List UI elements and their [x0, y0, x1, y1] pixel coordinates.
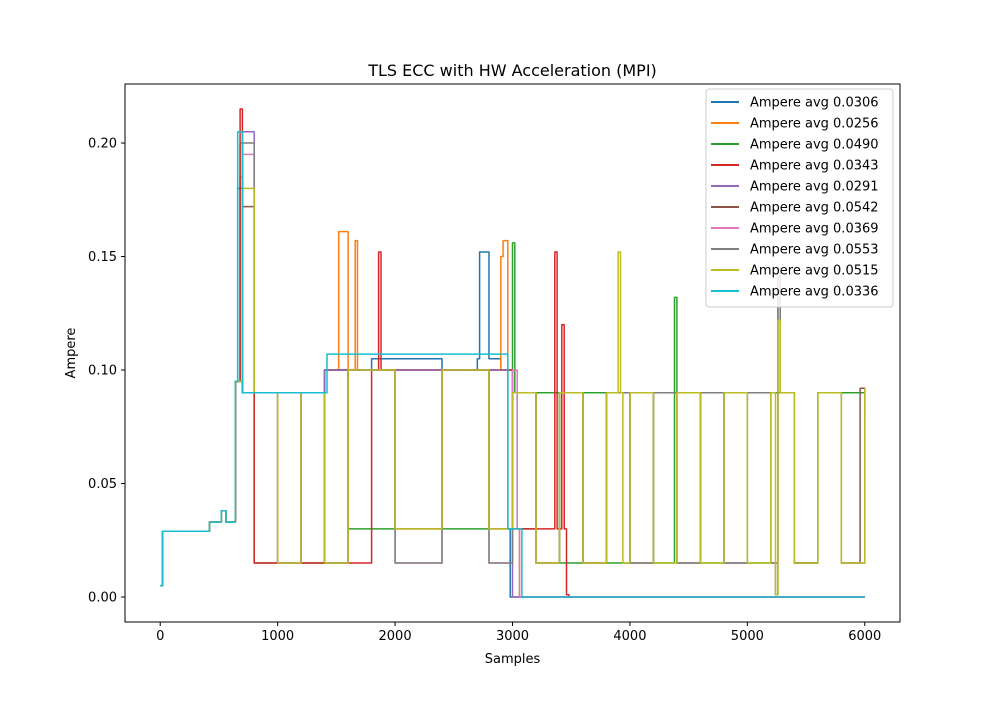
legend-entry-label: Ampere avg 0.0256 — [750, 117, 879, 132]
legend: Ampere avg 0.0306 Ampere avg 0.0256 Ampere… — [705, 88, 894, 308]
legend-entry-label: Ampere avg 0.0515 — [750, 264, 879, 279]
y-axis: 0.00 0.05 0.10 0.15 0.20 — [88, 137, 125, 606]
legend-entry-label: Ampere avg 0.0336 — [750, 285, 879, 300]
x-axis-label: Samples — [485, 652, 541, 667]
x-tick-label: 6000 — [848, 629, 881, 644]
plot-area — [160, 108, 866, 598]
y-tick-label: 0.05 — [88, 477, 117, 492]
x-axis: 0 1000 2000 3000 4000 5000 6000 — [156, 622, 881, 644]
legend-entry-label: Ampere avg 0.0291 — [750, 180, 879, 195]
x-tick-label: 4000 — [613, 629, 646, 644]
legend-entry-label: Ampere avg 0.0490 — [750, 138, 879, 153]
x-tick-label: 0 — [156, 629, 164, 644]
x-tick-label: 2000 — [379, 629, 412, 644]
legend-entry-label: Ampere avg 0.0542 — [750, 201, 879, 216]
legend-entry-label: Ampere avg 0.0306 — [750, 96, 879, 111]
x-tick-label: 3000 — [496, 629, 529, 644]
x-tick-label: 5000 — [731, 629, 764, 644]
legend-entry-label: Ampere avg 0.0343 — [750, 159, 879, 174]
legend-entry-label: Ampere avg 0.0369 — [750, 222, 879, 237]
y-axis-label: Ampere — [64, 328, 79, 379]
y-tick-label: 0.10 — [88, 364, 117, 379]
legend-entry-label: Ampere avg 0.0553 — [750, 243, 879, 258]
legend-box — [705, 88, 894, 308]
y-tick-label: 0.15 — [88, 250, 117, 265]
series-line-9 — [160, 130, 865, 598]
y-tick-label: 0.00 — [88, 591, 117, 606]
x-tick-label: 1000 — [261, 629, 294, 644]
y-tick-label: 0.20 — [88, 137, 117, 152]
chart-title: TLS ECC with HW Acceleration (MPI) — [367, 61, 657, 80]
